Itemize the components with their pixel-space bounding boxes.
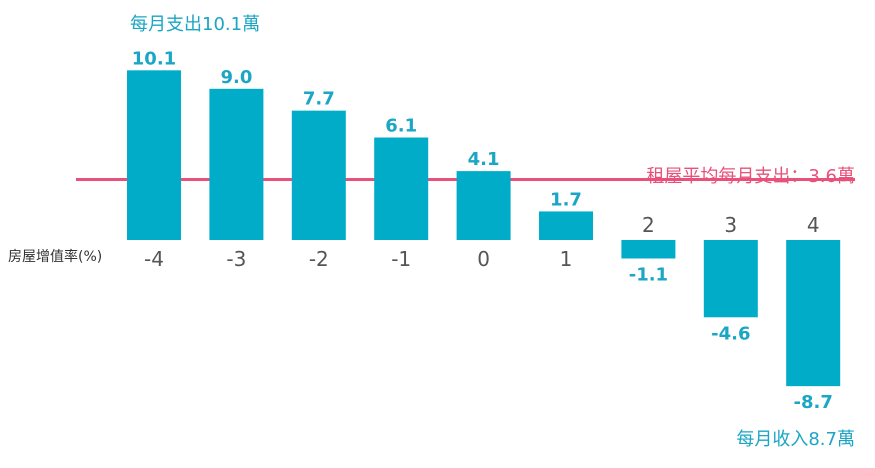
bar-4 bbox=[786, 240, 841, 387]
bar-2 bbox=[621, 240, 676, 259]
value-label-2: -1.1 bbox=[629, 264, 668, 285]
annotation-monthly-expense: 每月支出10.1萬 bbox=[130, 14, 261, 35]
value-label--2: 7.7 bbox=[303, 89, 335, 110]
tick-label--2: -2 bbox=[309, 247, 329, 271]
bar--1 bbox=[374, 137, 429, 240]
bar-0 bbox=[456, 171, 511, 240]
tick-label--3: -3 bbox=[226, 247, 246, 271]
tick-label--4: -4 bbox=[144, 247, 164, 271]
value-label-1: 1.7 bbox=[550, 189, 582, 210]
tick-label-3: 3 bbox=[724, 213, 737, 237]
bar--2 bbox=[291, 110, 346, 240]
bar--3 bbox=[209, 88, 264, 240]
value-label--3: 9.0 bbox=[220, 67, 252, 88]
bar-3 bbox=[703, 240, 758, 318]
value-label-4: -8.7 bbox=[794, 392, 833, 413]
tick-label--1: -1 bbox=[391, 247, 411, 271]
value-label-3: -4.6 bbox=[711, 323, 750, 344]
annotation-rent-line: 租屋平均每月支出：3.6萬 bbox=[646, 166, 855, 187]
x-axis-label: 房屋增值率(%) bbox=[8, 249, 103, 265]
annotation-monthly-income: 每月收入8.7萬 bbox=[736, 429, 855, 450]
bar-1 bbox=[539, 211, 593, 240]
tick-label-2: 2 bbox=[642, 213, 655, 237]
value-label--1: 6.1 bbox=[385, 116, 417, 137]
tick-label-4: 4 bbox=[807, 213, 820, 237]
tick-label-0: 0 bbox=[477, 247, 490, 271]
value-label--4: 10.1 bbox=[132, 48, 176, 69]
tick-label-1: 1 bbox=[560, 247, 573, 271]
value-label-0: 4.1 bbox=[468, 149, 500, 170]
bar--4 bbox=[127, 70, 181, 240]
